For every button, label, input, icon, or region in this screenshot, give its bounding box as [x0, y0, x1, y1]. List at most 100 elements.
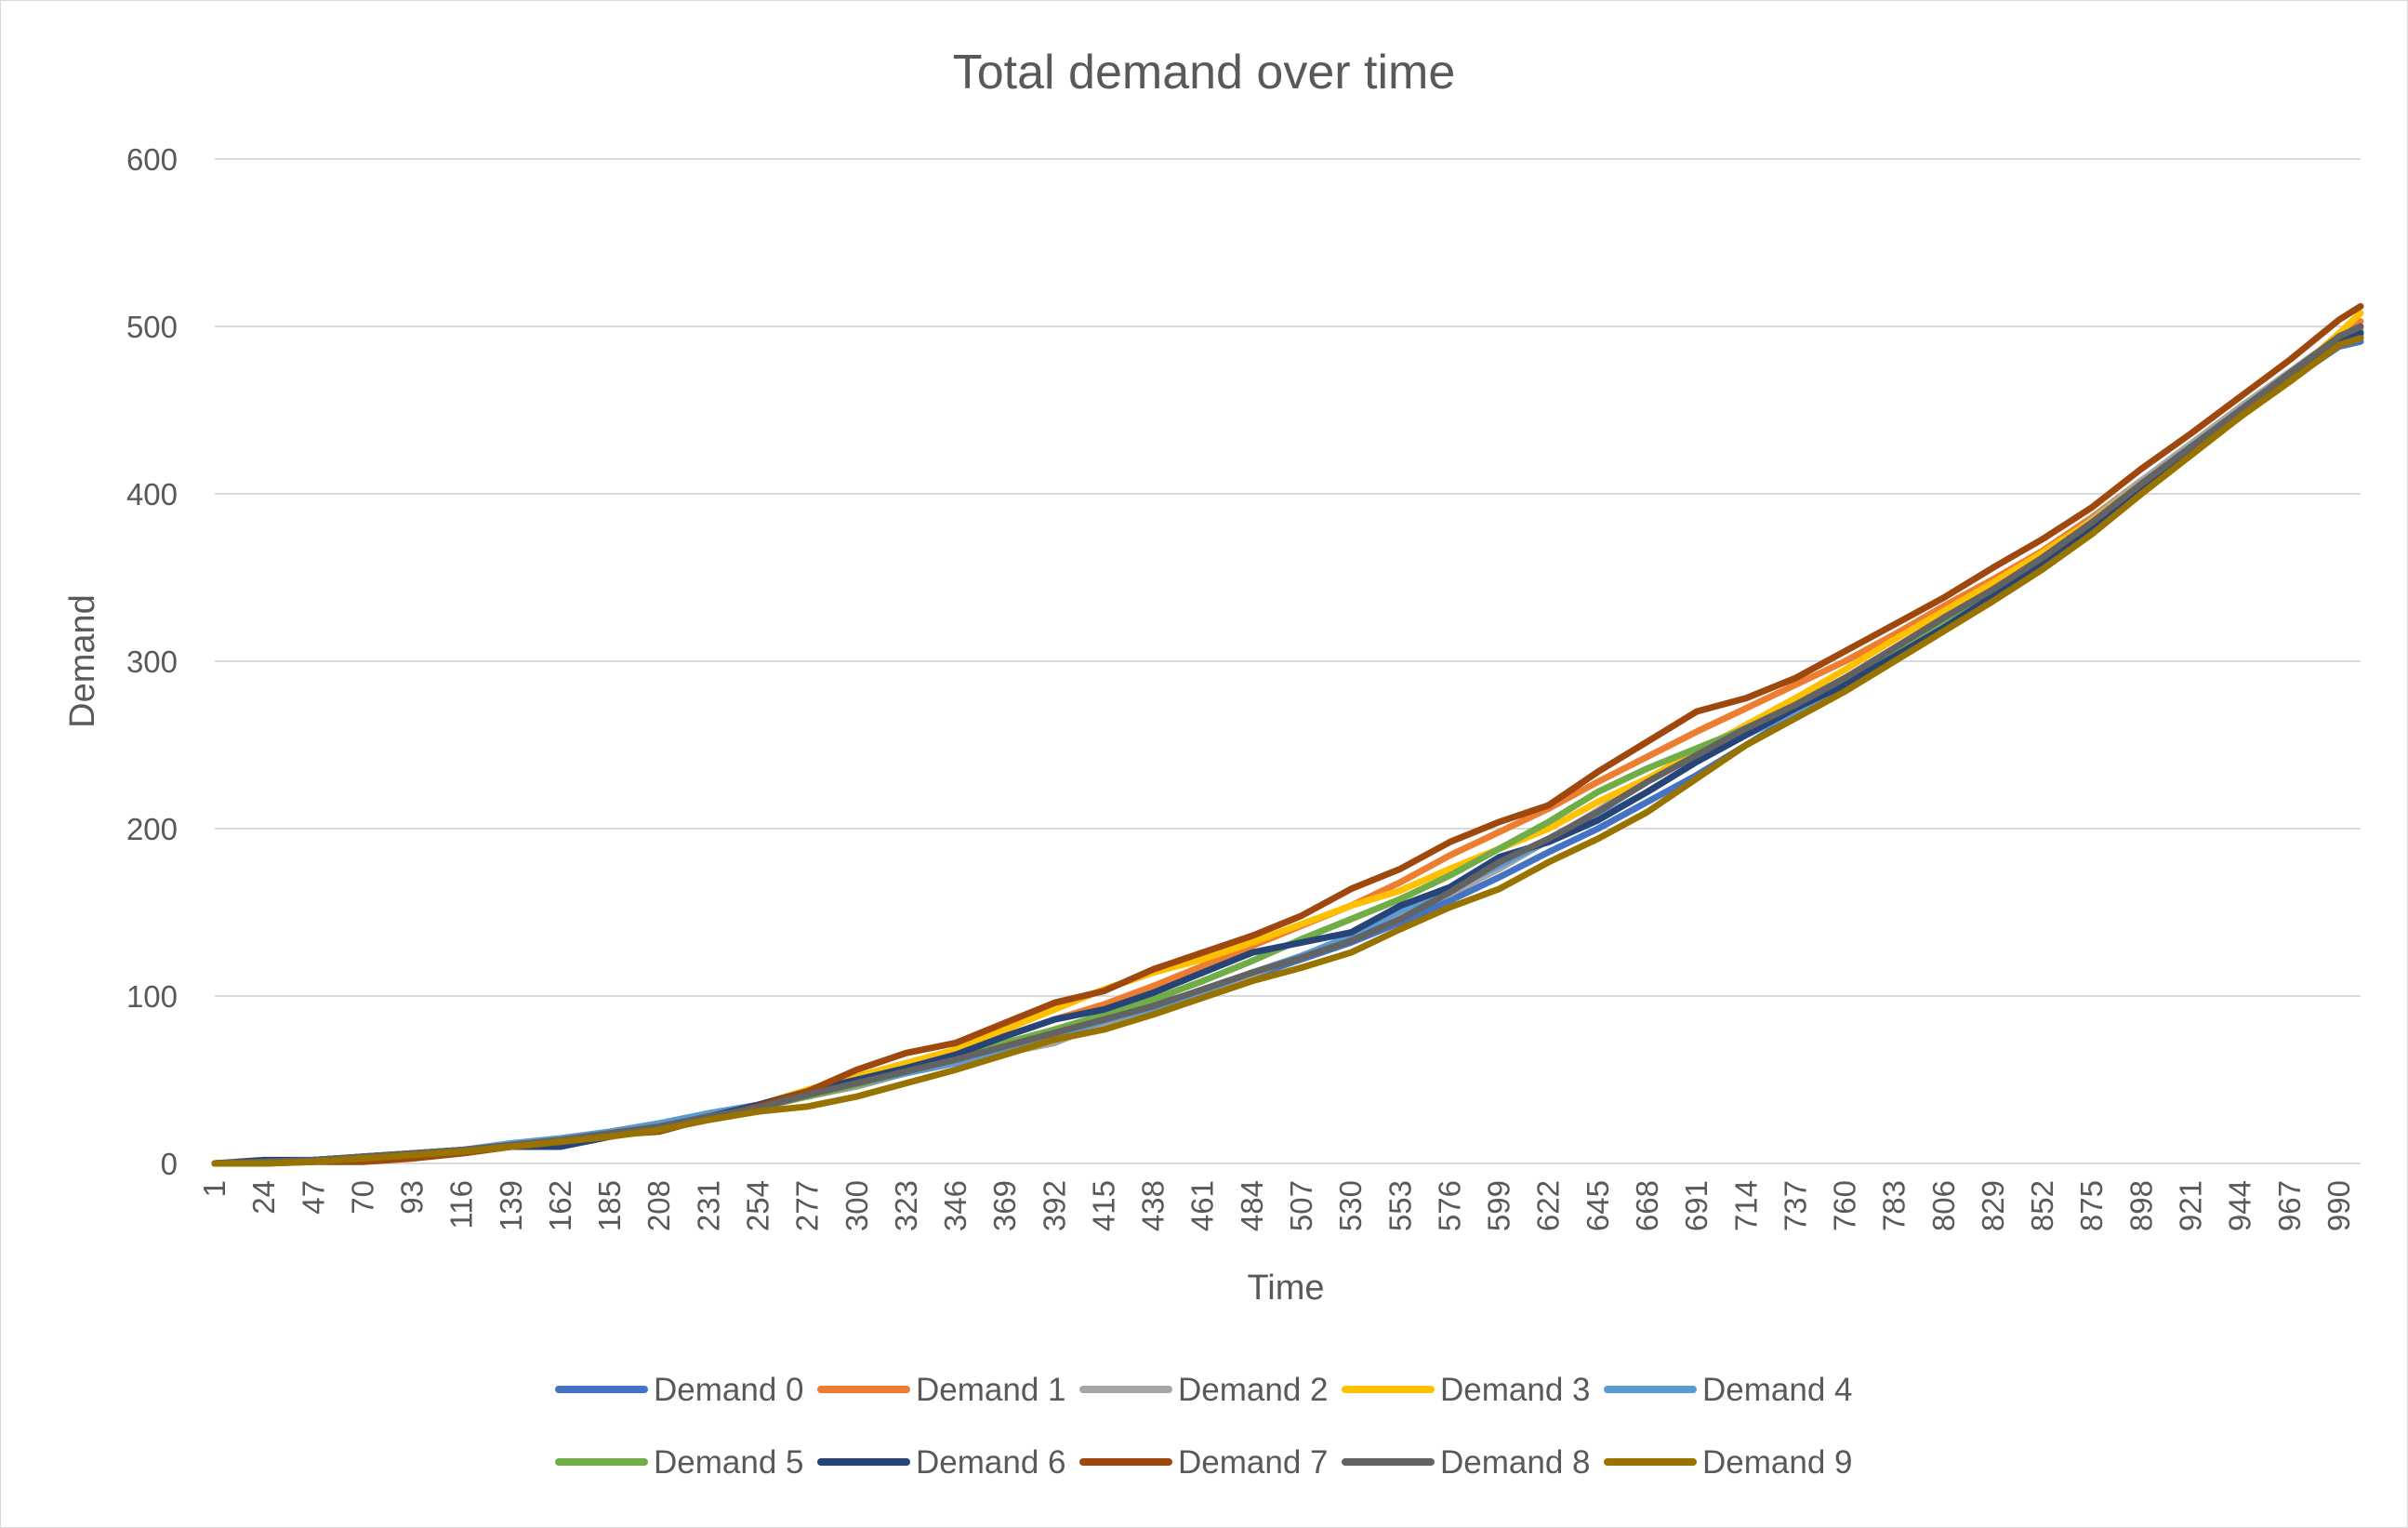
x-tick: 438	[1136, 1180, 1171, 1231]
x-tick: 1	[197, 1180, 232, 1197]
x-tick-label: 829	[1976, 1180, 2010, 1231]
x-tick-label: 852	[2025, 1180, 2059, 1231]
x-tick: 24	[246, 1180, 281, 1215]
legend-item: Demand 9	[1604, 1444, 1852, 1481]
x-tick-label: 484	[1235, 1180, 1269, 1231]
x-tick-label: 967	[2272, 1180, 2307, 1231]
x-tick: 622	[1531, 1180, 1566, 1231]
x-tick-label: 875	[2074, 1180, 2109, 1231]
x-tick: 898	[2124, 1180, 2158, 1231]
x-tick: 346	[938, 1180, 972, 1231]
x-tick: 760	[1828, 1180, 1862, 1231]
x-tick-label: 944	[2223, 1180, 2257, 1231]
x-tick-label: 47	[296, 1180, 330, 1215]
x-tick: 484	[1235, 1180, 1269, 1231]
x-tick-label: 714	[1728, 1180, 1763, 1231]
x-tick: 231	[691, 1180, 725, 1231]
legend-label: Demand 0	[654, 1372, 803, 1408]
x-tick: 852	[2025, 1180, 2059, 1231]
x-tick-label: 553	[1383, 1180, 1417, 1231]
x-tick-label: 576	[1432, 1180, 1466, 1231]
x-tick-label: 392	[1037, 1180, 1071, 1231]
series-line-demand-8	[211, 323, 2364, 1167]
x-tick-label: 24	[246, 1180, 281, 1215]
x-tick-label: 461	[1185, 1180, 1220, 1231]
x-tick: 967	[2272, 1180, 2307, 1231]
x-tick: 645	[1581, 1180, 1615, 1231]
x-tick-label: 139	[494, 1180, 528, 1231]
x-tick-label: 93	[395, 1180, 430, 1215]
x-tick: 806	[1926, 1180, 1961, 1231]
legend-item: Demand 1	[817, 1372, 1065, 1408]
series-line-demand-1	[211, 318, 2364, 1167]
legend-label: Demand 8	[1440, 1444, 1590, 1481]
x-tick: 162	[543, 1180, 577, 1231]
y-tick-label: 500	[126, 310, 178, 344]
x-tick: 461	[1185, 1180, 1220, 1231]
x-tick-label: 369	[987, 1180, 1022, 1231]
series-line-demand-3	[211, 310, 2364, 1167]
y-tick-label: 200	[126, 812, 178, 846]
gridlines	[215, 158, 2361, 1164]
series-line-demand-4	[211, 333, 2364, 1167]
legend-label: Demand 3	[1440, 1372, 1590, 1408]
y-tick-label: 600	[126, 142, 178, 177]
x-tick-label: 1	[197, 1180, 232, 1197]
y-tick-label: 0	[161, 1147, 178, 1181]
x-tick-label: 806	[1926, 1180, 1961, 1231]
x-tick-label: 599	[1482, 1180, 1516, 1231]
x-tick-label: 323	[889, 1180, 923, 1231]
legend-label: Demand 6	[916, 1444, 1065, 1481]
series-line-demand-5	[211, 327, 2364, 1167]
x-tick-label: 346	[938, 1180, 972, 1231]
x-tick-label: 116	[444, 1180, 479, 1229]
x-tick-label: 277	[790, 1180, 825, 1231]
x-tick: 737	[1778, 1180, 1812, 1231]
series-line-demand-9	[211, 335, 2364, 1167]
y-axis-title: Demand	[63, 594, 102, 728]
x-tick: 254	[741, 1180, 775, 1231]
x-tick: 530	[1333, 1180, 1368, 1231]
series-line-demand-7	[211, 302, 2364, 1167]
x-tick-label: 208	[642, 1180, 676, 1231]
x-tick-label: 507	[1284, 1180, 1318, 1231]
x-tick: 185	[592, 1180, 627, 1231]
x-tick: 392	[1037, 1180, 1071, 1231]
legend-label: Demand 2	[1178, 1372, 1328, 1408]
x-tick: 208	[642, 1180, 676, 1231]
x-tick: 714	[1728, 1180, 1763, 1231]
x-tick: 415	[1086, 1180, 1120, 1231]
x-tick-label: 898	[2124, 1180, 2158, 1231]
x-tick: 829	[1976, 1180, 2010, 1231]
y-axis-ticks: 0 100 200 300 400 500 600	[126, 142, 178, 1181]
chart-title: Total demand over time	[953, 46, 1456, 100]
legend-label: Demand 7	[1178, 1444, 1328, 1481]
x-tick-label: 300	[840, 1180, 874, 1231]
x-tick: 93	[395, 1180, 430, 1215]
y-tick-label: 300	[126, 644, 178, 679]
x-tick: 599	[1482, 1180, 1516, 1231]
y-tick-label: 400	[126, 477, 178, 512]
legend-item: Demand 2	[1079, 1372, 1328, 1408]
legend-item: Demand 7	[1079, 1444, 1328, 1481]
x-tick-label: 668	[1630, 1180, 1664, 1231]
x-tick: 116	[444, 1180, 479, 1229]
x-tick: 70	[345, 1180, 379, 1215]
x-tick-label: 438	[1136, 1180, 1171, 1231]
x-tick-label: 231	[691, 1180, 725, 1231]
x-tick-label: 691	[1679, 1180, 1713, 1231]
x-tick-label: 921	[2173, 1180, 2207, 1231]
x-axis-ticks: 1 24 47 70 93 116 139 162 185 208 231 254 277 300 323 3…	[197, 1180, 2356, 1231]
x-tick: 691	[1679, 1180, 1713, 1231]
x-tick: 277	[790, 1180, 825, 1231]
x-tick: 300	[840, 1180, 874, 1231]
legend-label: Demand 9	[1702, 1444, 1852, 1481]
x-axis-title: Time	[1247, 1269, 1324, 1308]
legend-label: Demand 5	[654, 1444, 803, 1481]
x-tick: 576	[1432, 1180, 1466, 1231]
x-tick-label: 185	[592, 1180, 627, 1231]
x-tick: 323	[889, 1180, 923, 1231]
y-tick-label: 100	[126, 979, 178, 1014]
legend-item: Demand 8	[1342, 1444, 1590, 1481]
